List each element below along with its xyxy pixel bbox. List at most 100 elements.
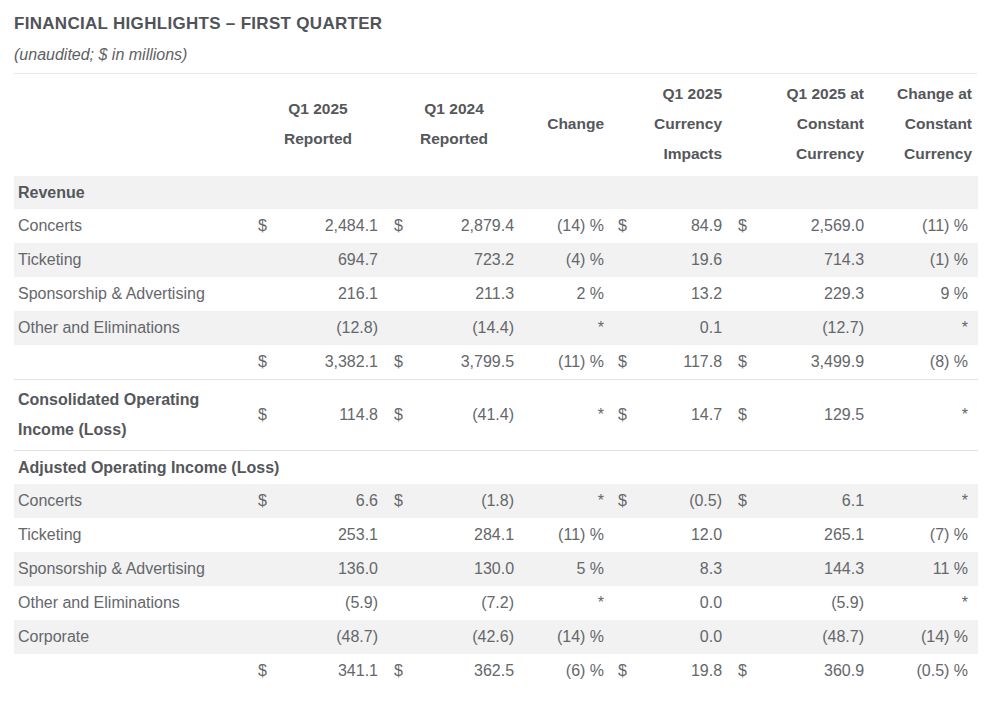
table-header: Q1 2025ReportedQ1 2024ReportedChangeQ1 2… (14, 74, 978, 176)
row-label: Concerts (14, 209, 250, 243)
dollar-sign-cell: $ (610, 380, 634, 451)
dollar-sign-cell (730, 552, 754, 586)
dollar-sign-cell: $ (610, 209, 634, 243)
value-cell: 2,879.4 (410, 209, 522, 243)
change-cell: (11) % (522, 518, 610, 552)
header-line: Impacts (610, 139, 722, 169)
value-cell: 723.2 (410, 243, 522, 277)
value-cell: 284.1 (410, 518, 522, 552)
value-cell: (0.5) (634, 484, 730, 518)
header-line: Q1 2025 (610, 79, 722, 109)
change-cell: (14) % (872, 620, 978, 654)
header-line: Currency (730, 139, 864, 169)
dollar-sign-cell (250, 518, 274, 552)
change-cell: (1) % (872, 243, 978, 277)
dollar-sign-cell (610, 277, 634, 311)
row-label: Corporate (14, 620, 250, 654)
dollar-sign-cell: $ (730, 380, 754, 451)
change-cell: (6) % (522, 654, 610, 688)
data-row: Ticketing253.1284.1(11) %12.0265.1(7) % (14, 518, 978, 552)
q1-2025-reported-column: Q1 2025Reported (250, 74, 386, 176)
change-cell: * (872, 586, 978, 620)
header-line: Change (522, 109, 604, 139)
dollar-sign-cell (610, 620, 634, 654)
value-cell: 341.1 (274, 654, 386, 688)
value-cell: 2,569.0 (754, 209, 872, 243)
change-cell: * (872, 380, 978, 451)
row-label: Other and Eliminations (14, 311, 250, 345)
change-column: Change (522, 74, 610, 176)
financial-highlights-page: FINANCIAL HIGHLIGHTS – FIRST QUARTER (un… (0, 0, 989, 688)
value-cell: 19.8 (634, 654, 730, 688)
change-cell: * (522, 484, 610, 518)
value-cell: 136.0 (274, 552, 386, 586)
header-line: Currency (872, 139, 972, 169)
header-line: Q1 2025 at (730, 79, 864, 109)
value-cell: 362.5 (410, 654, 522, 688)
data-row: Concerts$6.6$(1.8)*$(0.5)$6.1* (14, 484, 978, 518)
dollar-sign-cell: $ (250, 484, 274, 518)
value-cell: 694.7 (274, 243, 386, 277)
dollar-sign-cell (730, 243, 754, 277)
row-label: Revenue (14, 176, 978, 209)
header-line: Change at (872, 79, 972, 109)
dollar-sign-cell: $ (250, 654, 274, 688)
dollar-sign-cell (610, 586, 634, 620)
value-cell: 3,499.9 (754, 345, 872, 380)
dollar-sign-cell (386, 552, 410, 586)
value-cell: 0.0 (634, 586, 730, 620)
data-row: Other and Eliminations(12.8)(14.4)*0.1(1… (14, 311, 978, 345)
data-row: Corporate(48.7)(42.6)(14) %0.0(48.7)(14)… (14, 620, 978, 654)
change-cell: * (522, 586, 610, 620)
value-cell: (48.7) (274, 620, 386, 654)
change-cell: 11 % (872, 552, 978, 586)
change-cell: (14) % (522, 209, 610, 243)
value-cell: (5.9) (754, 586, 872, 620)
dollar-sign-cell (610, 552, 634, 586)
data-row: Sponsorship & Advertising136.0130.05 %8.… (14, 552, 978, 586)
value-cell: 8.3 (634, 552, 730, 586)
value-cell: (14.4) (410, 311, 522, 345)
change-cell: (11) % (872, 209, 978, 243)
dollar-sign-cell: $ (730, 654, 754, 688)
dollar-sign-cell (730, 277, 754, 311)
change-cell: (4) % (522, 243, 610, 277)
dollar-sign-cell (610, 243, 634, 277)
row-label: Adjusted Operating Income (Loss) (14, 451, 978, 485)
data-row: Ticketing694.7723.2(4) %19.6714.3(1) % (14, 243, 978, 277)
value-cell: 229.3 (754, 277, 872, 311)
value-cell: 84.9 (634, 209, 730, 243)
header-row: Q1 2025ReportedQ1 2024ReportedChangeQ1 2… (14, 74, 978, 176)
value-cell: 114.8 (274, 380, 386, 451)
header-line: Constant (730, 109, 864, 139)
dollar-sign-cell: $ (250, 380, 274, 451)
dollar-sign-cell: $ (610, 654, 634, 688)
dollar-sign-cell (250, 277, 274, 311)
dollar-sign-cell (386, 518, 410, 552)
value-cell: 6.6 (274, 484, 386, 518)
value-cell: 265.1 (754, 518, 872, 552)
dollar-sign-cell (250, 311, 274, 345)
row-label: Ticketing (14, 518, 250, 552)
change-cell: (14) % (522, 620, 610, 654)
row-label: Ticketing (14, 243, 250, 277)
page-subtitle: (unaudited; $ in millions) (14, 44, 977, 66)
value-cell: 253.1 (274, 518, 386, 552)
dollar-sign-cell (386, 586, 410, 620)
section-row: Adjusted Operating Income (Loss) (14, 451, 978, 485)
row-label: Consolidated Operating Income (Loss) (14, 380, 250, 451)
dollar-sign-cell: $ (610, 484, 634, 518)
dollar-sign-cell: $ (386, 654, 410, 688)
header-line: Constant (872, 109, 972, 139)
value-cell: 3,382.1 (274, 345, 386, 380)
header-line: Currency (610, 109, 722, 139)
change-at-constant-currency-column: Change atConstantCurrency (872, 74, 978, 176)
value-cell: (42.6) (410, 620, 522, 654)
value-cell: 2,484.1 (274, 209, 386, 243)
change-cell: * (522, 380, 610, 451)
header-line: Reported (386, 124, 522, 154)
value-cell: 360.9 (754, 654, 872, 688)
dollar-sign-cell (730, 311, 754, 345)
data-row: Consolidated Operating Income (Loss)$114… (14, 380, 978, 451)
value-cell: 129.5 (754, 380, 872, 451)
